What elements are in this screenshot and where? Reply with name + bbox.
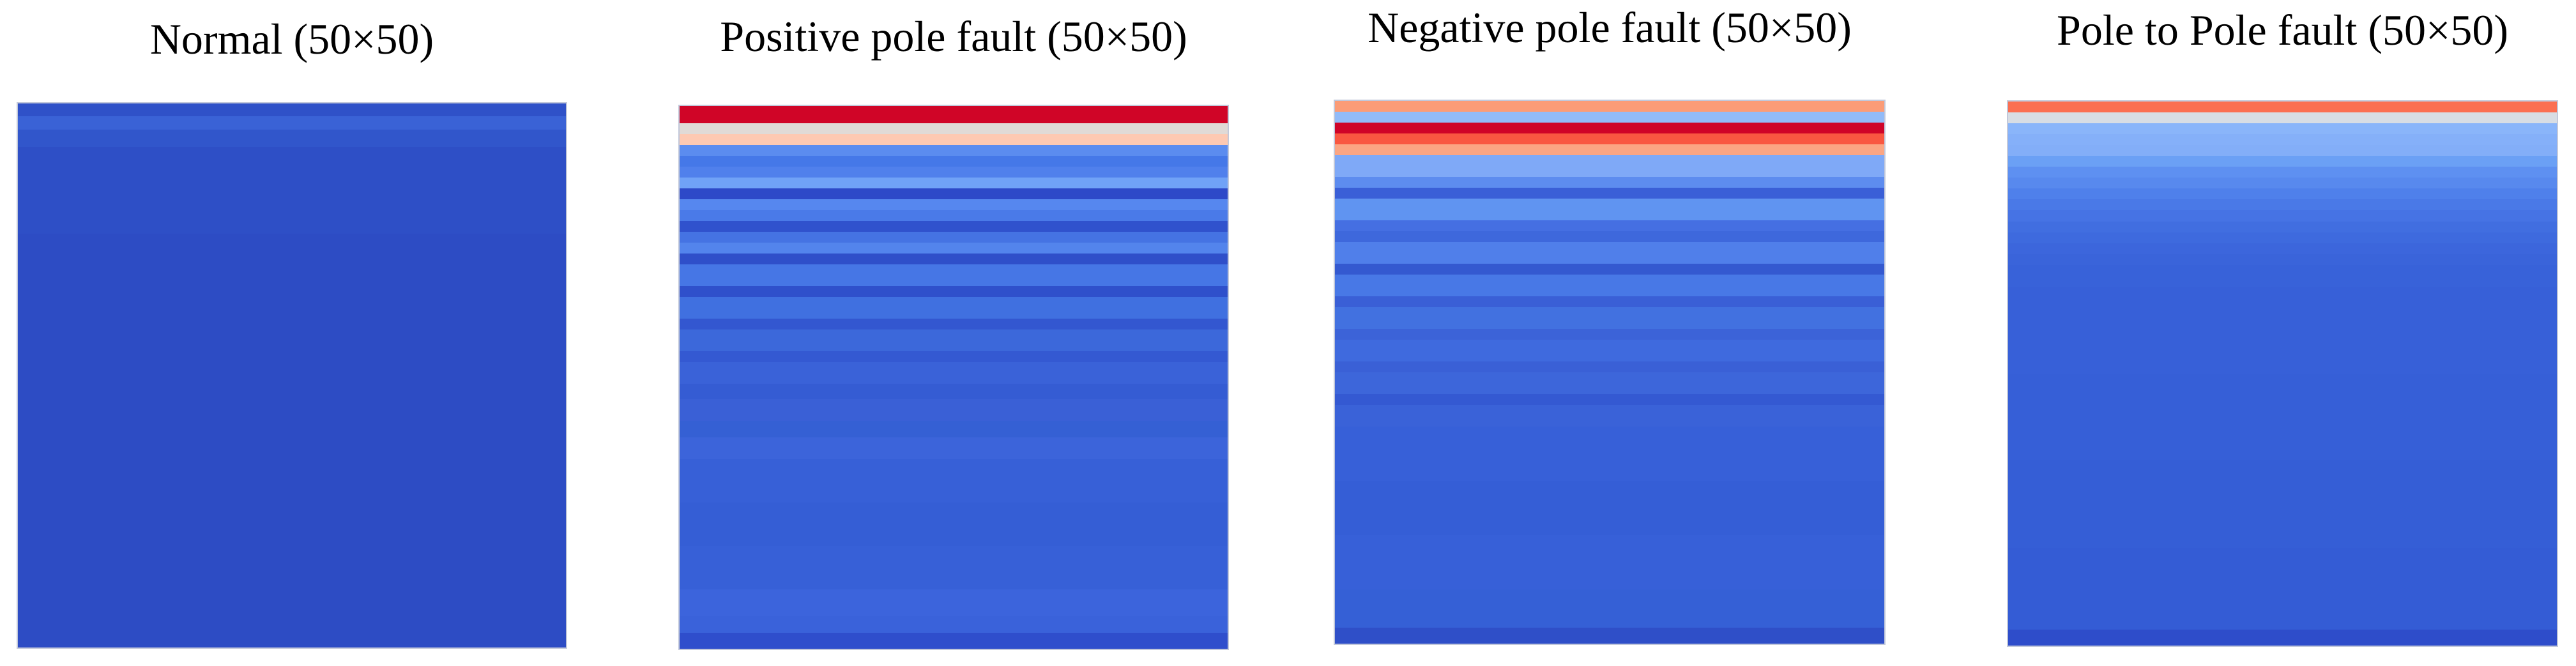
heatmap-row-stripe [680,362,1228,384]
heatmap-row-stripe [2008,156,2557,167]
heatmap-row-stripe [2008,286,2557,374]
heatmap-row-stripe [680,178,1228,189]
heatmap-row-stripe [1335,155,1884,177]
heatmap-row-stripe [1335,394,1884,405]
heatmap-row-stripe [2008,374,2557,461]
heatmap-row-stripe [680,399,1228,421]
heatmap-row-stripe [680,329,1228,352]
heatmap-row-stripe [680,502,1228,546]
heatmap-row-stripe [680,421,1228,437]
heatmap-row-stripe [2008,629,2557,646]
heatmap-row-stripe [680,264,1228,287]
heatmap-row-stripe [680,384,1228,399]
heatmap-row-stripe [18,116,566,130]
heatmap-row-stripe [680,319,1228,330]
panel-title-negative-pole-fault: Negative pole fault (50×50) [1368,3,1852,52]
heatmap-row-stripe [2008,547,2557,630]
heatmap-row-stripe [2008,254,2557,265]
panel-title-positive-pole-fault: Positive pole fault (50×50) [720,12,1187,61]
heatmap-row-stripe [1335,242,1884,264]
heatmap-row-stripe [2008,199,2557,211]
heatmap-row-stripe [2008,178,2557,189]
heatmap-row-stripe [680,167,1228,178]
heatmap-row-stripe [2008,264,2557,287]
heatmap-row-stripe [680,286,1228,298]
heatmap-row-stripe [1335,589,1884,628]
heatmap-row-stripe [680,545,1228,589]
heatmap-row-stripe [1335,264,1884,275]
heatmap-row-stripe [2008,145,2557,156]
heatmap-row-stripe [680,156,1228,167]
heatmap-row-stripe [680,632,1228,649]
heatmap-row-stripe [680,145,1228,156]
heatmap-row-stripe [1335,340,1884,361]
heatmap-row-stripe [1335,405,1884,427]
heatmap-row-stripe [1335,535,1884,589]
panel-title-pole-to-pole-fault: Pole to Pole fault (50×50) [2057,6,2508,54]
heatmap-row-stripe [2008,112,2557,124]
heatmap-row-stripe [680,106,1228,124]
heatmap-row-stripe [680,199,1228,211]
heatmap-row-stripe [680,589,1228,616]
heatmap-row-stripe [2008,210,2557,222]
heatmap-normal [17,102,567,649]
heatmap-row-stripe [1335,372,1884,394]
heatmap-row-stripe [680,134,1228,146]
heatmap-row-stripe [2008,123,2557,135]
heatmap-row-stripe [680,458,1228,503]
heatmap-row-stripe [18,234,566,647]
heatmap-row-stripe [1335,199,1884,220]
heatmap-row-stripe [680,616,1228,633]
heatmap-row-stripe [1335,101,1884,112]
heatmap-row-stripe [680,351,1228,363]
heatmap-row-stripe [1335,307,1884,329]
heatmap-row-stripe [680,188,1228,200]
heatmap-row-stripe [680,232,1228,243]
heatmap-row-stripe [18,129,566,148]
heatmap-row-stripe [1335,133,1884,144]
panel-title-normal: Normal (50×50) [149,15,434,63]
heatmap-row-stripe [1335,112,1884,123]
heatmap-row-stripe [1335,144,1884,155]
heatmap-row-stripe [1335,481,1884,535]
heatmap-row-stripe [680,437,1228,459]
heatmap-negative-pole-fault [1334,100,1886,645]
heatmap-row-stripe [2008,221,2557,232]
heatmap-row-stripe [1335,361,1884,372]
heatmap-row-stripe [1335,329,1884,340]
heatmap-row-stripe [680,221,1228,232]
heatmap-row-stripe [680,297,1228,319]
heatmap-row-stripe [2008,232,2557,243]
heatmap-row-stripe [1335,220,1884,231]
heatmap-row-stripe [1335,275,1884,296]
heatmap-positive-pole-fault [678,105,1229,650]
heatmap-row-stripe [2008,243,2557,254]
heatmap-row-stripe [2008,167,2557,178]
heatmap-row-stripe [1335,627,1884,644]
heatmap-row-stripe [1335,177,1884,188]
heatmap-row-stripe [680,210,1228,222]
heatmap-row-stripe [680,243,1228,254]
heatmap-row-stripe [1335,188,1884,199]
heatmap-row-stripe [2008,460,2557,548]
heatmap-pole-to-pole-fault [2007,100,2558,647]
heatmap-row-stripe [2008,134,2557,146]
heatmap-row-stripe [18,147,566,234]
heatmap-row-stripe [2008,188,2557,200]
heatmap-row-stripe [1335,231,1884,242]
heatmap-row-stripe [2008,102,2557,113]
heatmap-row-stripe [18,103,566,117]
heatmap-row-stripe [680,254,1228,265]
heatmap-row-stripe [1335,427,1884,481]
heatmap-row-stripe [680,123,1228,135]
heatmap-row-stripe [1335,296,1884,307]
heatmap-row-stripe [1335,123,1884,133]
